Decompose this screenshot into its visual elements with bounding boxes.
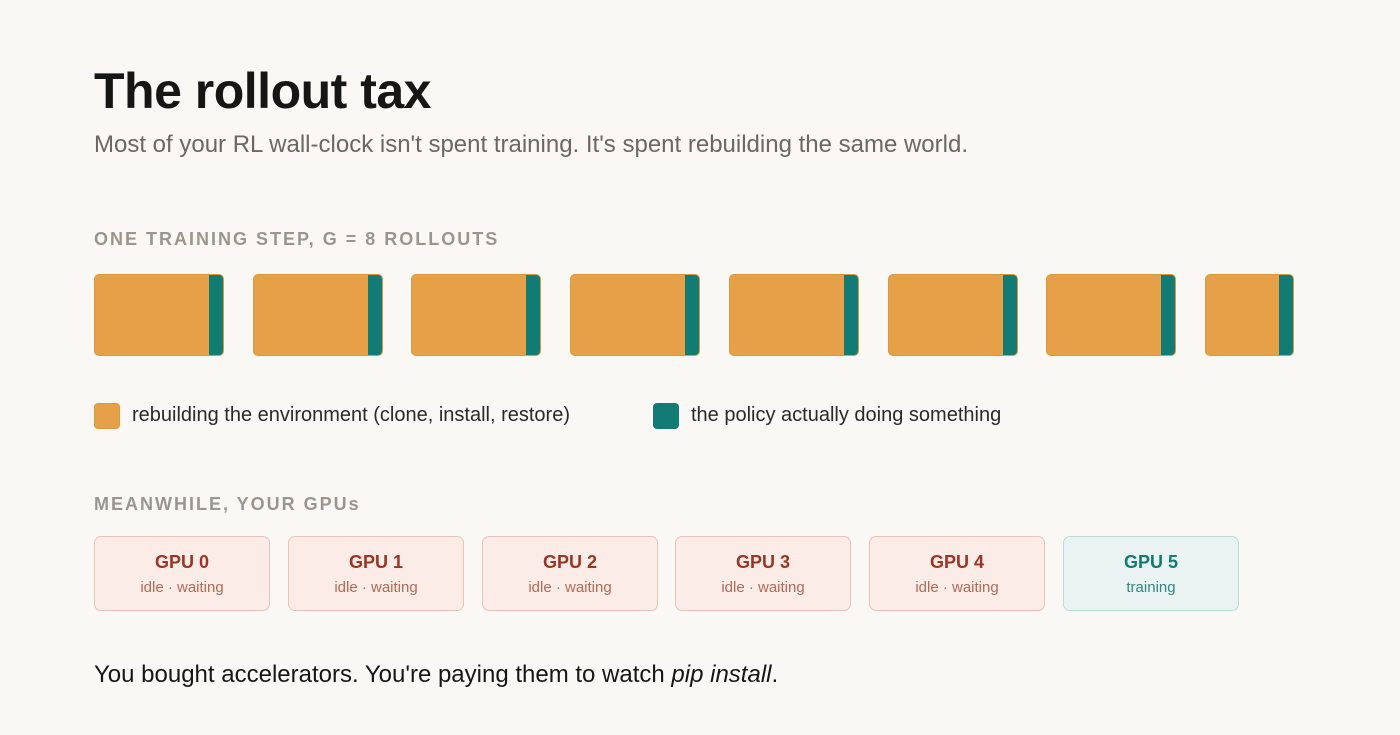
rollout-policy-segment	[1003, 275, 1017, 355]
gpu-card: GPU 5 training	[1063, 536, 1239, 611]
rollout-policy-segment	[368, 275, 382, 355]
gpu-name: GPU 3	[735, 551, 791, 572]
rollout-policy-segment	[844, 275, 858, 355]
gpu-status: idle · waiting	[721, 578, 805, 596]
gpu-card: GPU 2 idle · waiting	[482, 536, 658, 611]
gpu-card: GPU 0 idle · waiting	[94, 536, 270, 611]
legend-label-policy: the policy actually doing something	[691, 404, 1002, 426]
rollout-bar	[729, 274, 859, 356]
closing-text: You bought accelerators. You're paying t…	[94, 661, 672, 688]
rollout-policy-segment	[685, 275, 699, 355]
rollout-bar	[1046, 274, 1176, 356]
gpu-status: idle · waiting	[140, 578, 224, 596]
gpu-name: GPU 4	[929, 551, 985, 572]
gpu-name: GPU 5	[1123, 551, 1179, 572]
legend-label-environment: rebuilding the environment (clone, insta…	[132, 404, 570, 426]
gpu-name: GPU 0	[154, 551, 210, 572]
legend-item-policy: the policy actually doing something	[653, 402, 1001, 429]
rollout-row	[94, 274, 1314, 356]
gpu-status: training	[1126, 578, 1176, 596]
rollout-bar	[411, 274, 541, 356]
closing-emphasis: pip install	[671, 661, 772, 688]
rollout-policy-segment	[209, 275, 223, 355]
rollout-bar	[570, 274, 700, 356]
rollout-policy-segment	[1161, 275, 1175, 355]
gpu-card: GPU 1 idle · waiting	[288, 536, 464, 611]
rollout-bar	[888, 274, 1018, 356]
rollout-bar	[1205, 274, 1294, 356]
training-step-label: ONE TRAINING STEP, G = 8 ROLLOUTS	[94, 229, 500, 249]
page-title: The rollout tax	[94, 63, 431, 119]
rollout-policy-segment	[1279, 275, 1293, 355]
gpu-name: GPU 1	[348, 551, 404, 572]
gpu-name: GPU 2	[542, 551, 598, 572]
gpu-card: GPU 3 idle · waiting	[675, 536, 851, 611]
gpu-row: GPU 0 idle · waiting GPU 1 idle · waiting GP…	[94, 536, 1314, 612]
gpu-card: GPU 4 idle · waiting	[869, 536, 1045, 611]
rollout-bar	[94, 274, 224, 356]
legend: rebuilding the environment (clone, insta…	[94, 402, 1314, 432]
legend-item-environment: rebuilding the environment (clone, insta…	[94, 402, 570, 429]
legend-swatch-policy	[653, 402, 679, 429]
page: The rollout tax Most of your RL wall-clo…	[94, 0, 1314, 735]
rollout-policy-segment	[526, 275, 540, 355]
gpu-section-label: MEANWHILE, YOUR GPUs	[94, 494, 361, 514]
page-subtitle: Most of your RL wall-clock isn't spent t…	[94, 131, 968, 158]
closing-suffix: .	[771, 661, 779, 688]
gpu-status: idle · waiting	[915, 578, 999, 596]
closing-statement: You bought accelerators. You're paying t…	[94, 661, 778, 689]
gpu-status: idle · waiting	[334, 578, 418, 596]
legend-swatch-environment	[94, 402, 120, 429]
rollout-bar	[253, 274, 383, 356]
gpu-status: idle · waiting	[528, 578, 612, 596]
